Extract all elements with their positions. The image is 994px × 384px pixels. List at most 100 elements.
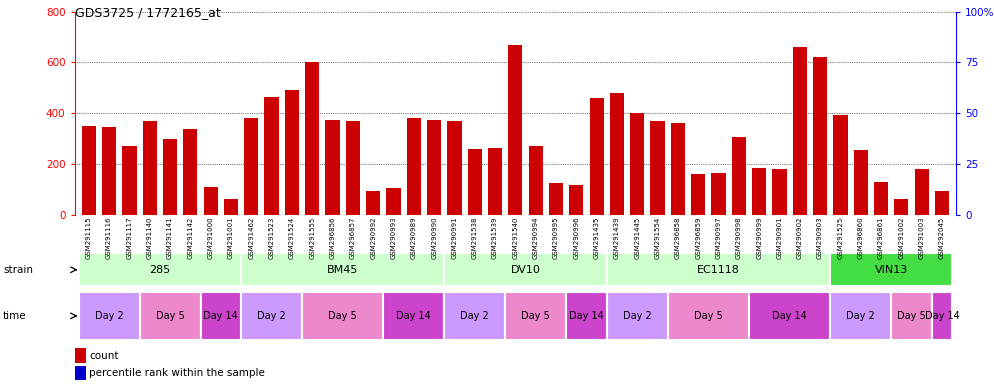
Point [203,106,219,112]
Bar [346,121,360,215]
Bar [302,292,384,340]
Point [629,90,645,96]
Text: Day 5: Day 5 [328,311,357,321]
Text: percentile rank within the sample: percentile rank within the sample [89,368,265,378]
Bar [366,191,381,215]
Bar [892,292,931,340]
Bar [610,93,624,215]
Bar [529,146,543,215]
Bar [488,147,502,215]
Bar [201,292,242,340]
Bar [874,182,889,215]
Point [569,102,584,108]
Point [670,98,686,104]
Point [121,96,137,102]
Bar [285,90,299,215]
Point [913,104,929,110]
Point [771,100,787,106]
Bar [183,129,198,215]
Bar [606,253,830,286]
Text: BM45: BM45 [327,265,359,275]
Bar [895,199,909,215]
Bar [914,169,928,215]
Bar [732,137,746,215]
Point [244,84,259,90]
Text: GDS3725 / 1772165_at: GDS3725 / 1772165_at [75,6,221,19]
Bar [935,191,949,215]
Bar [245,118,258,215]
Bar [102,127,116,215]
Point [304,63,320,70]
Text: Day 2: Day 2 [257,311,286,321]
Bar [142,121,157,215]
Bar [549,183,564,215]
Point [162,96,178,102]
Text: Day 14: Day 14 [397,311,431,321]
Bar [82,126,95,215]
Bar [224,199,239,215]
Text: Day 5: Day 5 [898,311,925,321]
Bar [242,292,302,340]
Bar [122,146,136,215]
Text: time: time [3,311,27,321]
Point [406,65,421,71]
Bar [325,120,340,215]
Point [142,94,158,100]
Bar [163,139,177,215]
Bar [79,253,242,286]
Text: EC1118: EC1118 [697,265,740,275]
Point [487,92,503,98]
Bar [691,174,706,215]
Point [507,90,523,96]
Bar [931,292,952,340]
Text: DV10: DV10 [511,265,541,275]
Text: strain: strain [3,265,33,275]
Point [711,98,727,104]
Bar [305,62,319,215]
Text: Day 2: Day 2 [460,311,489,321]
Bar [264,97,278,215]
Text: Day 14: Day 14 [570,311,604,321]
Text: 285: 285 [149,265,171,275]
Point [894,104,910,110]
Text: Day 14: Day 14 [772,311,807,321]
Bar [589,98,603,215]
Text: VIN13: VIN13 [875,265,908,275]
Point [690,98,706,104]
Point [365,102,381,108]
Bar [792,47,807,215]
Bar [242,253,444,286]
Point [548,102,564,108]
Bar [570,185,583,215]
Text: Day 2: Day 2 [94,311,123,321]
Bar [668,292,749,340]
Bar [567,292,606,340]
Point [284,74,300,80]
Bar [650,121,665,215]
Point [934,106,950,112]
Text: Day 14: Day 14 [924,311,959,321]
Bar [447,121,461,215]
Point [345,100,361,106]
Bar [630,113,644,215]
Point [528,98,544,104]
Point [751,98,767,104]
Point [223,104,239,110]
Text: Day 2: Day 2 [846,311,875,321]
Bar [444,253,606,286]
Bar [508,45,523,215]
Bar [752,168,766,215]
Point [650,96,666,102]
Point [325,96,341,102]
Point [101,84,117,90]
Point [833,98,849,104]
Bar [384,292,444,340]
Bar [204,187,218,215]
Bar [139,292,201,340]
Point [609,74,625,80]
Point [467,90,483,96]
Text: Day 14: Day 14 [204,311,239,321]
Text: Day 5: Day 5 [156,311,185,321]
Point [731,100,746,106]
Text: Day 5: Day 5 [521,311,550,321]
